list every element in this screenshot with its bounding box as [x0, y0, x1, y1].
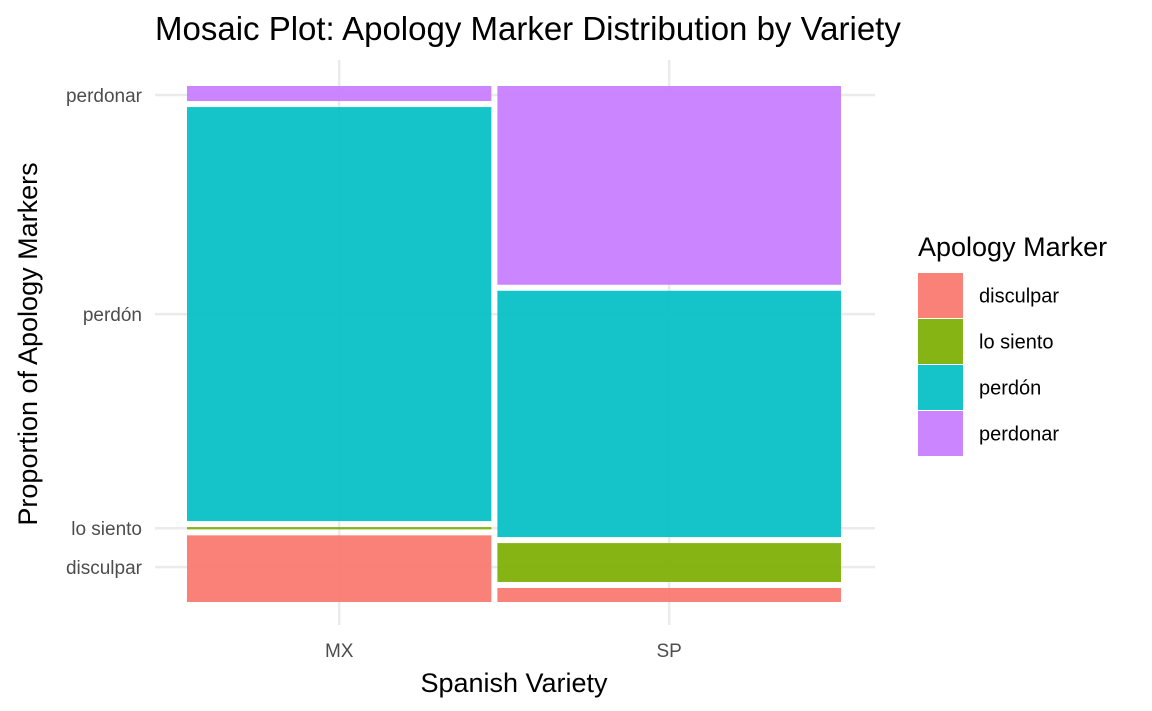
legend-label-perdonar: perdonar — [979, 424, 1059, 446]
tile-mx-lo-siento — [187, 527, 492, 530]
tile-mx-disculpar — [187, 535, 492, 602]
x-axis-tick-labels: MX SP — [325, 641, 682, 662]
chart-title: Mosaic Plot: Apology Marker Distribution… — [155, 10, 901, 47]
mosaic-tiles — [187, 86, 841, 602]
legend-items: disculpar lo siento perdón perdonar — [918, 273, 1059, 456]
y-tick-perdon: perdón — [83, 305, 142, 326]
legend-title: Apology Marker — [918, 232, 1107, 262]
legend: Apology Marker disculpar lo siento perdón p… — [918, 232, 1107, 456]
legend-label-perdon: perdón — [979, 378, 1041, 400]
x-axis-title: Spanish Variety — [420, 668, 608, 698]
tile-mx-perdonar — [187, 86, 492, 102]
y-tick-perdonar: perdonar — [66, 86, 143, 107]
x-tick-sp: SP — [657, 641, 682, 662]
y-axis-title: Proportion of Apology Markers — [13, 162, 43, 525]
legend-label-lo-siento: lo siento — [979, 332, 1054, 354]
tile-sp-perdon — [497, 290, 841, 538]
legend-label-disculpar: disculpar — [979, 286, 1059, 308]
legend-key-perdonar — [918, 411, 963, 456]
legend-key-lo-siento — [918, 319, 963, 364]
tile-sp-lo-siento — [497, 543, 841, 582]
tile-sp-perdonar — [497, 86, 841, 285]
x-tick-mx: MX — [325, 641, 354, 662]
y-tick-disculpar: disculpar — [66, 558, 143, 579]
legend-key-perdon — [918, 365, 963, 410]
y-tick-lo-siento: lo siento — [71, 519, 142, 540]
tile-sp-disculpar — [497, 587, 841, 602]
legend-key-disculpar — [918, 273, 963, 318]
tile-mx-perdon — [187, 107, 492, 522]
y-axis-tick-labels: disculpar lo siento perdón perdonar — [66, 86, 143, 579]
